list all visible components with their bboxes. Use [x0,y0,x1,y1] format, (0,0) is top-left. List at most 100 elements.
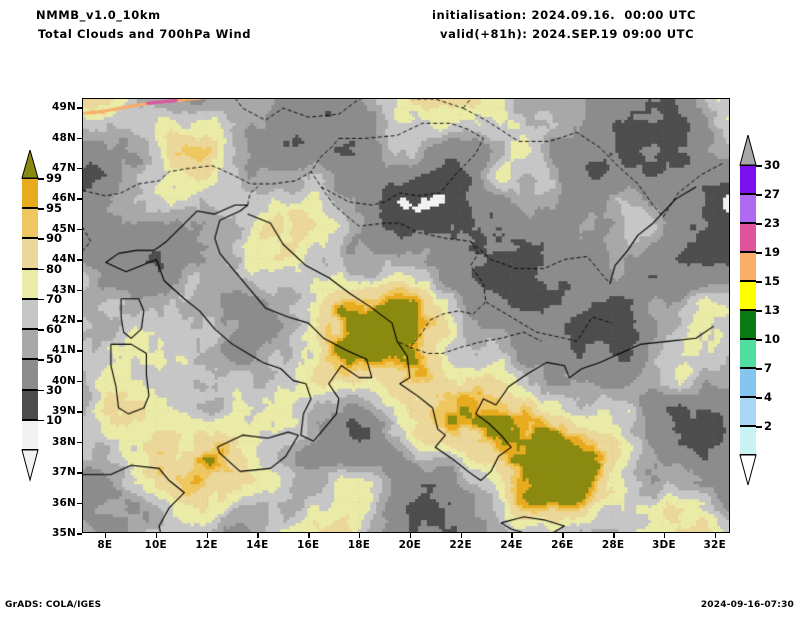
colorbar-segment [740,339,756,368]
colorbar-tick-mark [756,165,762,167]
y-tick-mark [77,472,82,474]
colorbar-tick-label: 99 [46,171,63,185]
weather-map-canvas[interactable] [83,99,729,532]
x-tick-label: 10E [144,539,167,551]
colorbar-tick-mark [38,298,44,301]
x-tick-mark [409,533,412,538]
colorbar-tick-label: 90 [46,231,63,246]
colorbar-tick-label: 70 [46,291,63,306]
y-tick-mark [77,411,82,413]
colorbar-tick-mark [38,419,44,422]
colorbar-tick-mark [38,359,44,361]
y-tick-mark [77,350,82,352]
x-tick-label: 12E [195,539,218,551]
colorbar-tick-mark [38,178,44,180]
x-tick-mark [358,533,361,538]
map-plot-area[interactable] [82,98,730,533]
colorbar-tick-mark [756,339,762,341]
colorbar-tick-mark [756,368,762,370]
x-tick-label: 32E [703,539,726,551]
x-tick-mark [663,533,666,538]
y-tick-label: 37N [52,466,76,479]
y-tick-mark [77,107,82,109]
y-tick-label: 35N [52,527,76,539]
colorbar-tick-mark [38,268,44,271]
x-tick-mark [714,533,717,538]
colorbar-segment [740,281,756,310]
colorbar-tick-mark [38,238,44,240]
colorbar-segment [740,165,756,194]
colorbar-segment [740,426,756,455]
colorbar-tick-label: 10 [764,332,781,346]
colorbar-tick-mark [756,194,762,196]
colorbar-tick-label: 23 [764,216,781,230]
colorbar-total-clouds: 99 95 90 80 70 60 50 30 10 [10,150,80,490]
y-tick-mark [77,259,82,261]
x-tick-label: 16E [296,539,320,551]
colorbar-tick-label: 4 [764,390,773,404]
colorbar-segment [22,359,38,390]
y-tick-mark [77,441,82,444]
colorbar-tick-label: 7 [764,361,773,375]
x-tick-label: 8E [97,539,113,551]
colorbar-tick-mark [756,223,762,225]
y-tick-label: 46N [52,192,76,205]
colorbar-segment [22,178,38,209]
y-tick-label: 48N [52,131,76,144]
x-tick-mark [206,533,209,538]
colorbar-tick-mark [756,426,762,428]
y-tick-mark [77,137,82,140]
colorbar-tick-label: 30 [764,158,781,172]
x-tick-mark [613,533,615,538]
colorbar-tick-mark [38,208,44,210]
y-tick-mark [77,502,82,505]
colorbar-tick-mark [756,252,762,254]
colorbar-segment [22,389,38,420]
colorbar-segment [22,208,38,239]
colorbar-tick-label: 50 [46,352,63,367]
x-tick-mark [104,533,107,538]
colorbar-tick-label: 2 [764,419,773,433]
valid-time: valid(+81h): 2024.SEP.19 09:00 UTC [440,27,695,41]
colorbar-tick-mark [756,310,762,312]
x-tick-mark [308,533,310,538]
x-tick-label: 14E [246,539,269,551]
y-tick-label: 38N [52,435,76,448]
y-tick-label: 43N [52,283,76,296]
x-tick-label: 3DE [652,539,676,551]
x-tick-mark [460,533,463,538]
y-tick-label: 45N [52,222,76,235]
colorbar-segment [22,298,38,330]
colorbar-segment [22,329,38,360]
x-tick-label: 24E [500,539,523,551]
colorbar-segment [22,268,38,299]
colorbar-tick-label: 60 [46,322,63,337]
y-tick-mark [77,228,82,231]
colorbar-left-arrows [21,150,39,482]
colorbar-tick-mark [38,329,44,331]
x-tick-mark [562,533,564,538]
y-tick-mark [77,167,82,170]
colorbar-tick-label: 19 [764,245,781,259]
colorbar-tick-mark [756,397,762,399]
field-title: Total Clouds and 700hPa Wind [38,27,252,41]
x-tick-label: 18E [347,539,371,551]
colorbar-tick-label: 30 [46,382,63,397]
x-tick-label: 22E [449,539,472,551]
y-tick-label: 49N [52,101,76,114]
colorbar-segment [740,252,756,281]
colorbar-tick-label: 95 [46,201,63,216]
colorbar-tick-mark [756,281,762,283]
grads-credit: GrADS: COLA/IGES [5,600,102,610]
colorbar-tick-label: 15 [764,274,781,288]
x-tick-label: 26E [551,539,574,551]
colorbar-tick-label: 27 [764,187,781,201]
y-tick-label: 42N [52,314,76,327]
colorbar-tick-label: 80 [46,261,63,276]
y-tick-mark [77,289,82,292]
x-tick-label: 28E [601,539,625,551]
header-right-block: initialisation: 2024.09.16. 00:00 UTC va… [432,6,696,44]
generated-timestamp: 2024-09-16-07:30 [700,600,794,610]
y-tick-label: 40N [52,374,76,387]
y-tick-mark [77,320,82,322]
